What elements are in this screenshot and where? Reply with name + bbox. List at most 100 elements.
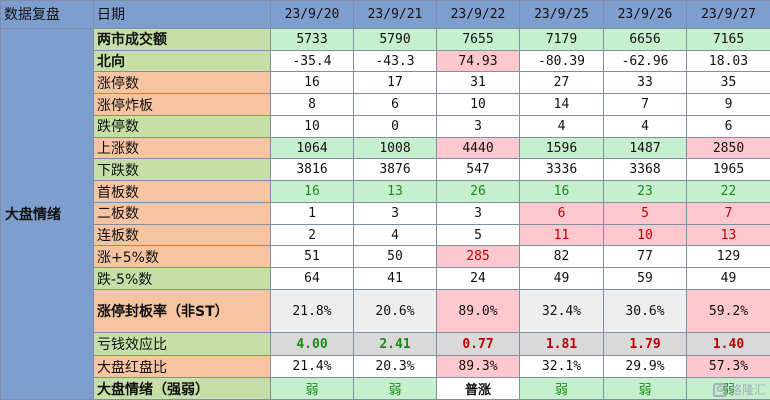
- value-cell: 7: [603, 93, 687, 116]
- value-cell: 3: [436, 114, 520, 138]
- value-cell: 21.4%: [270, 355, 354, 379]
- value-cell: 2850: [686, 136, 770, 160]
- value-cell: 24: [436, 267, 520, 290]
- table-row: 大盘红盘比 21.4% 20.3% 89.3% 32.1% 29.9% 57.3…: [1, 355, 770, 379]
- table-row: 跌-5%数 64 41 24 49 59 49: [1, 267, 770, 290]
- row-label: 跌停数: [93, 114, 271, 138]
- header-row: 数据复盘 日期 23/9/20 23/9/21 23/9/22 23/9/25 …: [0, 0, 770, 29]
- table-row: 北向 -35.4 -43.3 74.93 -80.39 -62.96 18.03: [1, 49, 770, 73]
- value-cell: 20.6%: [353, 288, 437, 334]
- value-cell: 6656: [603, 27, 687, 51]
- value-cell: 11: [519, 223, 604, 247]
- value-cell: 547: [436, 158, 520, 182]
- value-cell: 57.3%: [686, 355, 770, 379]
- value-cell: 16: [519, 180, 604, 203]
- value-cell: 6: [686, 114, 770, 138]
- value-cell: 4: [353, 223, 437, 247]
- value-cell: 129: [686, 245, 770, 269]
- value-cell: 51: [270, 245, 354, 269]
- table-row: 二板数 1 3 3 6 5 7: [1, 201, 770, 225]
- value-cell: 弱: [603, 377, 687, 400]
- row-label: 涨停封板率（非ST）: [93, 288, 271, 334]
- value-cell: 2: [270, 223, 354, 247]
- value-cell: 21.8%: [270, 288, 354, 334]
- date-cell: 23/9/25: [519, 0, 604, 29]
- row-label: 首板数: [93, 180, 271, 203]
- value-cell: 1008: [353, 136, 437, 160]
- table-row: 涨停炸板 8 6 10 14 7 9: [1, 93, 770, 116]
- table-row: 大盘情绪 两市成交额 5733 5790 7655 7179 6656 7165: [0, 27, 770, 400]
- value-cell: 8: [270, 93, 354, 116]
- value-cell: 64: [270, 267, 354, 290]
- value-cell: 弱: [270, 377, 354, 400]
- value-cell: 6: [519, 201, 604, 225]
- value-cell: 7179: [519, 27, 604, 51]
- value-cell: 35: [686, 71, 770, 95]
- value-cell: 3: [436, 201, 520, 225]
- section-label: 大盘情绪: [0, 27, 94, 400]
- value-cell: 3336: [519, 158, 604, 182]
- value-cell: 14: [519, 93, 604, 116]
- value-cell: 4440: [436, 136, 520, 160]
- table-row: 跌停数 10 0 3 4 4 6: [1, 114, 770, 138]
- value-cell: 弱: [353, 377, 437, 400]
- value-cell: 4: [519, 114, 604, 138]
- value-cell: 285: [436, 245, 520, 269]
- value-cell: 31: [436, 71, 520, 95]
- watermark-logo-icon: G: [712, 382, 727, 397]
- value-cell: 32.4%: [519, 288, 604, 334]
- date-cell: 23/9/20: [270, 0, 354, 29]
- value-cell: 89.0%: [436, 288, 520, 334]
- value-cell: 3368: [603, 158, 687, 182]
- value-cell: 77: [603, 245, 687, 269]
- watermark: G 格隆汇: [712, 381, 766, 398]
- table-row: 亏钱效应比 4.00 2.41 0.77 1.81 1.79 1.40: [1, 332, 770, 357]
- value-cell: 18.03: [686, 49, 770, 73]
- row-label: 二板数: [93, 201, 271, 225]
- value-cell: 1596: [519, 136, 604, 160]
- row-label: 上涨数: [93, 136, 271, 160]
- table-row: 连板数 2 4 5 11 10 13: [1, 223, 770, 247]
- value-cell: 7: [686, 201, 770, 225]
- date-cell: 23/9/22: [436, 0, 520, 29]
- value-cell: 32.1%: [519, 355, 604, 379]
- value-cell: 5733: [270, 27, 354, 51]
- value-cell: 2.41: [353, 332, 437, 357]
- table-row: 涨停封板率（非ST） 21.8% 20.6% 89.0% 32.4% 30.6%…: [1, 288, 770, 334]
- row-label: 亏钱效应比: [93, 332, 271, 357]
- value-cell: 4: [603, 114, 687, 138]
- value-cell: 1487: [603, 136, 687, 160]
- value-cell: 1064: [270, 136, 354, 160]
- value-cell: 3: [353, 201, 437, 225]
- value-cell: -35.4: [270, 49, 354, 73]
- value-cell: 17: [353, 71, 437, 95]
- table-row: 涨停数 16 17 31 27 33 35: [1, 71, 770, 95]
- table-row: 大盘情绪（强弱） 弱 弱 普涨 弱 弱 弱: [1, 377, 770, 400]
- table-row: 上涨数 1064 1008 4440 1596 1487 2850: [1, 136, 770, 160]
- watermark-text: 格隆汇: [729, 383, 766, 397]
- value-cell: -80.39: [519, 49, 604, 73]
- table-row: 涨+5%数 51 50 285 82 77 129: [1, 245, 770, 269]
- value-cell: 26: [436, 180, 520, 203]
- value-cell: 82: [519, 245, 604, 269]
- value-cell: 20.3%: [353, 355, 437, 379]
- value-cell: 0: [353, 114, 437, 138]
- value-cell: 3876: [353, 158, 437, 182]
- value-cell: 1.40: [686, 332, 770, 357]
- value-cell: 41: [353, 267, 437, 290]
- value-cell: 5: [603, 201, 687, 225]
- value-cell: 49: [686, 267, 770, 290]
- row-label: 大盘红盘比: [93, 355, 271, 379]
- value-cell: 7165: [686, 27, 770, 51]
- value-cell: 50: [353, 245, 437, 269]
- value-cell: 3816: [270, 158, 354, 182]
- value-cell: 0.77: [436, 332, 520, 357]
- table-row: 首板数 16 13 26 16 23 22: [1, 180, 770, 203]
- date-label: 日期: [93, 0, 271, 29]
- value-cell: 22: [686, 180, 770, 203]
- value-cell: 29.9%: [603, 355, 687, 379]
- value-cell: 7655: [436, 27, 520, 51]
- value-cell: 74.93: [436, 49, 520, 73]
